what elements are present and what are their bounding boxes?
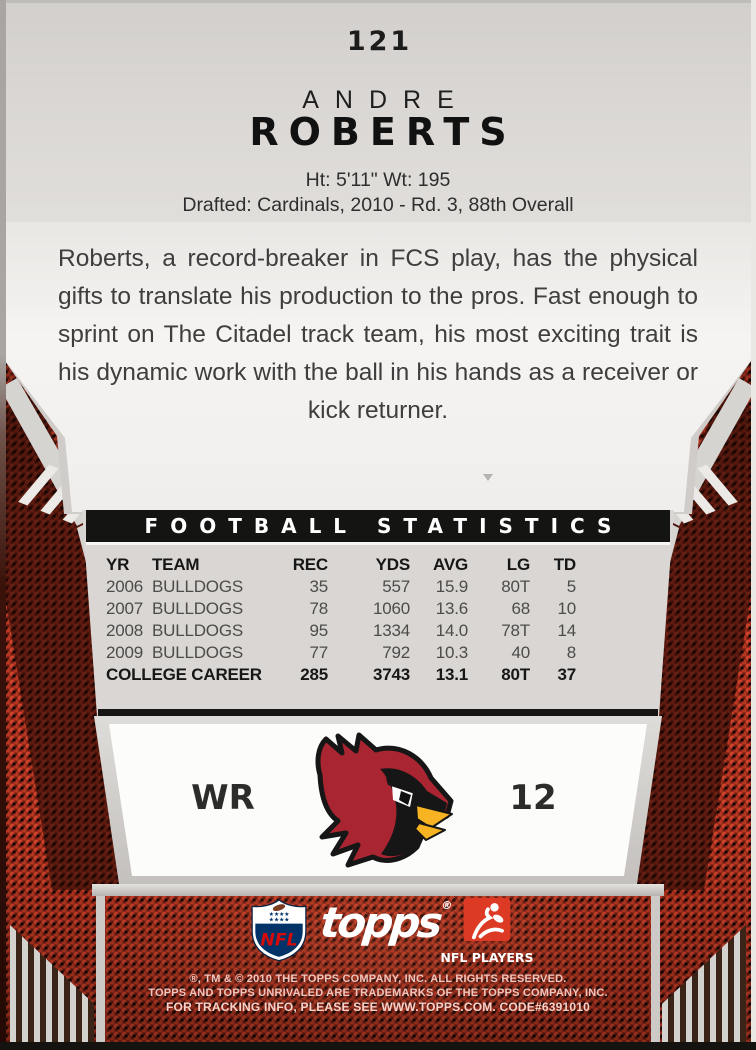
legal-line-3: FOR TRACKING INFO, PLEASE SEE WWW.TOPPS.… <box>166 1000 590 1014</box>
player-vitals: Ht: 5'11" Wt: 195 <box>305 169 451 191</box>
stats-cell: LG <box>506 555 530 574</box>
stats-cell: COLLEGE CAREER <box>106 665 262 684</box>
stats-cell: 285 <box>300 665 328 684</box>
card-edge-left <box>0 0 6 1042</box>
stats-table: YR TEAM REC YDS AVG LG TD 2006 BULLDOGS 35 557 15.… <box>106 554 576 686</box>
card-number: 121 <box>346 26 413 57</box>
stats-rows: 2006 BULLDOGS 35 557 15.9 80T 5 2007 BULLDOGS 78 1… <box>106 576 576 664</box>
stats-cell: TD <box>553 555 576 574</box>
stats-cell: 2007 <box>106 599 144 618</box>
stats-cell: YDS <box>375 555 411 574</box>
stats-cell: 10.3 <box>435 643 468 662</box>
jersey-number: 12 <box>509 778 557 818</box>
silver-vertical-bar-right <box>651 896 660 1042</box>
card-edge-right <box>751 0 756 1042</box>
stats-cell: 35 <box>309 577 328 596</box>
stats-cell: 13.6 <box>435 599 468 618</box>
silver-vertical-bar-left <box>96 896 105 1042</box>
stats-title: FOOTBALL STATISTICS <box>144 514 624 538</box>
stats-row: 2008 BULLDOGS 95 1334 14.0 78T 14 <box>106 620 576 642</box>
player-bio: Roberts, a record-breaker in FCS play, h… <box>58 245 698 424</box>
draft-info: Drafted: Cardinals, 2010 - Rd. 3, 88th O… <box>182 194 574 216</box>
stats-cell: BULLDOGS <box>152 599 243 618</box>
team-panel-border: WR 12 <box>94 716 662 884</box>
silver-horizontal-bar <box>92 884 664 896</box>
stats-career-row: COLLEGE CAREER 285 3743 13.1 80T 37 <box>106 664 576 686</box>
stats-cell: REC <box>292 555 328 574</box>
stats-cell: 5 <box>566 577 576 596</box>
card-edge-bottom <box>0 1042 756 1050</box>
stats-cell: 14.0 <box>435 621 468 640</box>
stats-cell: 8 <box>566 643 576 662</box>
stats-cell: 78T <box>501 621 530 640</box>
stats-cell: 80T <box>501 577 530 596</box>
legal-line-2: TOPPS AND TOPPS UNRIVALED ARE TRADEMARKS… <box>148 987 608 999</box>
shield-stars: ★★★★ <box>269 917 290 924</box>
stats-cell: 68 <box>511 599 530 618</box>
card-edge-top <box>0 0 756 3</box>
stats-cell: 95 <box>309 621 328 640</box>
bio-panel <box>0 222 756 512</box>
player-first-name: ANDRE <box>302 86 470 114</box>
stats-cell: 40 <box>511 643 530 662</box>
stats-cell: BULLDOGS <box>152 577 243 596</box>
stats-cell: 14 <box>557 621 576 640</box>
cardinals-logo-icon <box>315 732 454 868</box>
legal-text: ®, TM & © 2010 THE TOPPS COMPANY, INC. A… <box>0 972 756 1014</box>
stats-cell: BULLDOGS <box>152 643 243 662</box>
player-last-name: ROBERTS <box>249 110 517 154</box>
stats-bottom-strip <box>98 709 658 716</box>
nfl-shield-logo: ★★★★ ★★★★ NFL <box>251 899 307 962</box>
stats-title-bar: FOOTBALL STATISTICS <box>86 510 670 545</box>
legal-line-1: ®, TM & © 2010 THE TOPPS COMPANY, INC. A… <box>189 973 567 985</box>
stats-cell: 37 <box>557 665 576 684</box>
stats-cell: AVG <box>433 555 468 574</box>
stats-cell: 77 <box>309 643 328 662</box>
stats-cell: 15.9 <box>435 577 468 596</box>
nfl-players-icon <box>463 898 511 942</box>
stats-cell: 10 <box>557 599 576 618</box>
nfl-players-label: NFL PLAYERS <box>440 950 534 965</box>
nfl-shield-text: NFL <box>260 930 297 950</box>
stats-row: 2006 BULLDOGS 35 557 15.9 80T 5 <box>106 576 576 598</box>
stats-cell: TEAM <box>152 555 200 574</box>
stats-cell: 1334 <box>372 621 410 640</box>
stats-cell: 2008 <box>106 621 144 640</box>
shield-stars: ★★★★ <box>269 911 290 918</box>
small-triangle-mark <box>483 474 493 481</box>
stats-cell: 557 <box>382 577 410 596</box>
stats-cell: 78 <box>309 599 328 618</box>
stats-cell: BULLDOGS <box>152 621 243 640</box>
stats-panel: FOOTBALL STATISTICS YR TEAM REC YDS AVG LG TD … <box>82 510 674 716</box>
position-label: WR <box>191 778 255 818</box>
stats-cell: 2009 <box>106 643 144 662</box>
nfl-players-logo: NFL PLAYERS <box>432 898 542 965</box>
stats-header-row: YR TEAM REC YDS AVG LG TD <box>106 554 576 576</box>
stats-cell: 80T <box>501 665 530 684</box>
stats-row: 2007 BULLDOGS 78 1060 13.6 68 10 <box>106 598 576 620</box>
stats-cell: 792 <box>382 643 410 662</box>
stats-cell: 1060 <box>372 599 410 618</box>
stats-cell: YR <box>106 555 130 574</box>
stats-cell: 13.1 <box>435 665 468 684</box>
stats-cell: 3743 <box>372 665 410 684</box>
stats-row: 2009 BULLDOGS 77 792 10.3 40 8 <box>106 642 576 664</box>
stats-cell: 2006 <box>106 577 144 596</box>
